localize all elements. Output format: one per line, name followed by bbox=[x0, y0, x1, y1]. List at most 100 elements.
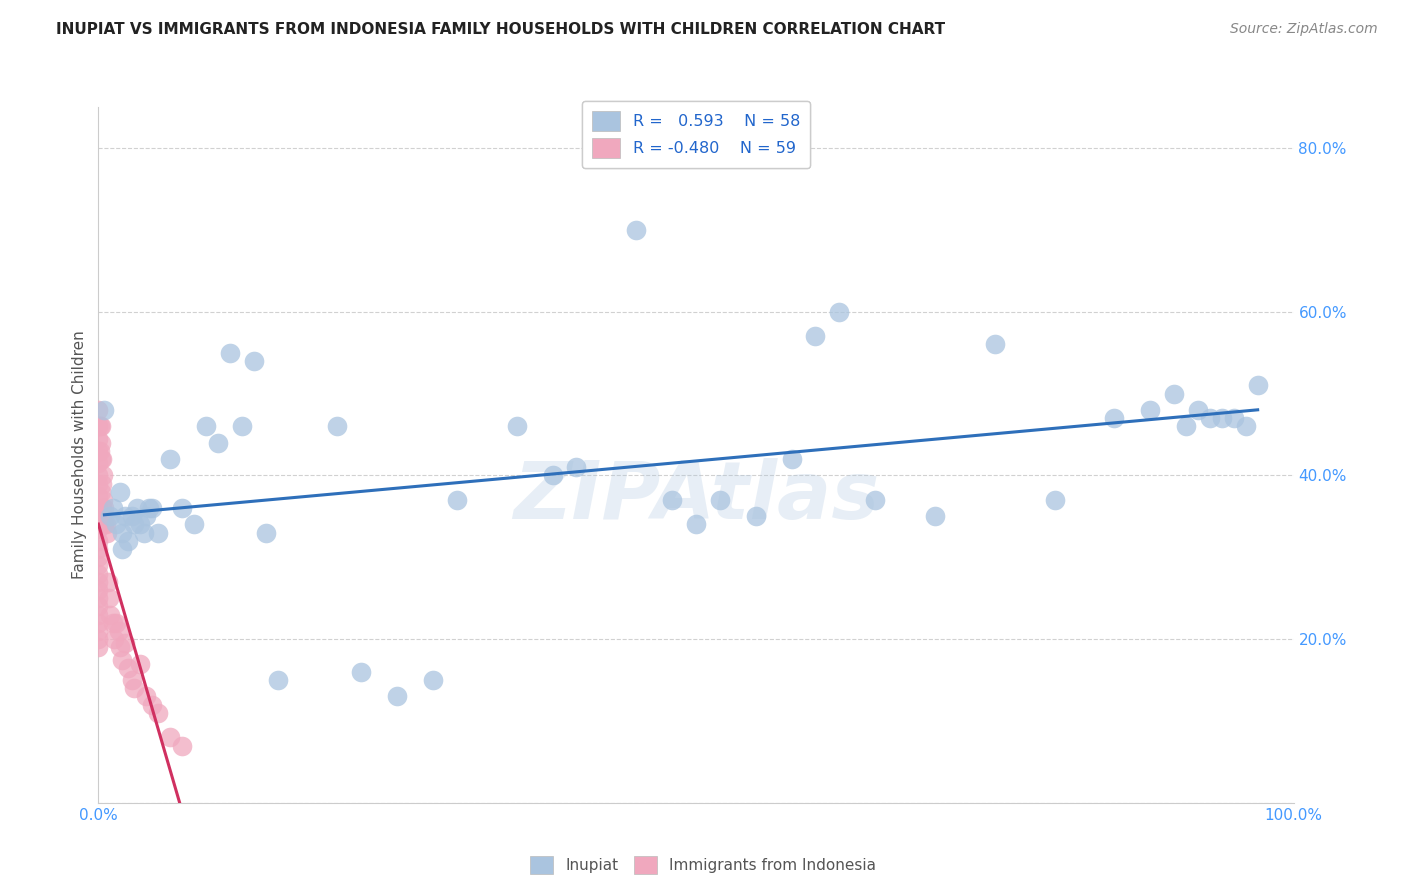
Point bbox=[422, 673, 444, 687]
Point bbox=[132, 525, 155, 540]
Point bbox=[93, 517, 115, 532]
Point bbox=[90, 484, 112, 499]
Point bbox=[195, 419, 218, 434]
Point bbox=[385, 690, 409, 704]
Point bbox=[350, 665, 373, 679]
Point bbox=[114, 636, 136, 650]
Point bbox=[207, 435, 229, 450]
Point bbox=[103, 632, 125, 646]
Point bbox=[1175, 419, 1198, 434]
Point bbox=[87, 640, 110, 655]
Point bbox=[87, 615, 110, 630]
Point bbox=[111, 542, 134, 557]
Point bbox=[87, 432, 110, 446]
Point bbox=[91, 468, 114, 483]
Point bbox=[89, 443, 111, 458]
Point bbox=[91, 476, 114, 491]
Point bbox=[87, 582, 110, 597]
Point bbox=[97, 574, 120, 589]
Point bbox=[506, 419, 529, 434]
Point bbox=[1247, 378, 1270, 392]
Point bbox=[1223, 411, 1246, 425]
Point bbox=[91, 452, 114, 467]
Point bbox=[91, 501, 114, 516]
Point bbox=[121, 509, 143, 524]
Point bbox=[129, 657, 152, 671]
Point bbox=[93, 403, 115, 417]
Point bbox=[87, 456, 110, 470]
Point bbox=[124, 681, 146, 696]
Point bbox=[87, 501, 110, 516]
Point bbox=[183, 517, 205, 532]
Point bbox=[87, 566, 110, 581]
Point bbox=[924, 509, 946, 524]
Point bbox=[89, 419, 111, 434]
Y-axis label: Family Households with Children: Family Households with Children bbox=[72, 331, 87, 579]
Point bbox=[159, 452, 181, 467]
Point bbox=[1211, 411, 1233, 425]
Point bbox=[87, 624, 110, 638]
Point bbox=[105, 517, 128, 532]
Point bbox=[865, 492, 887, 507]
Point bbox=[90, 419, 112, 434]
Point bbox=[172, 739, 194, 753]
Point bbox=[125, 501, 148, 516]
Point bbox=[87, 419, 110, 434]
Point bbox=[114, 509, 136, 524]
Point bbox=[94, 517, 117, 532]
Point bbox=[984, 337, 1007, 351]
Point bbox=[107, 624, 129, 638]
Point bbox=[111, 525, 134, 540]
Point bbox=[231, 419, 253, 434]
Text: Source: ZipAtlas.com: Source: ZipAtlas.com bbox=[1230, 22, 1378, 37]
Point bbox=[87, 558, 110, 573]
Point bbox=[1139, 403, 1161, 417]
Point bbox=[148, 706, 170, 720]
Point bbox=[141, 501, 163, 516]
Point bbox=[87, 489, 110, 503]
Point bbox=[98, 509, 122, 524]
Point bbox=[243, 353, 266, 368]
Point bbox=[626, 223, 648, 237]
Point bbox=[124, 517, 146, 532]
Point bbox=[87, 468, 110, 483]
Point bbox=[1234, 419, 1257, 434]
Point bbox=[98, 591, 121, 606]
Point bbox=[1199, 411, 1222, 425]
Point bbox=[129, 517, 152, 532]
Point bbox=[111, 652, 134, 666]
Point bbox=[87, 599, 110, 614]
Point bbox=[141, 698, 163, 712]
Point bbox=[117, 533, 139, 548]
Point bbox=[267, 673, 290, 687]
Point bbox=[685, 517, 707, 532]
Text: INUPIAT VS IMMIGRANTS FROM INDONESIA FAMILY HOUSEHOLDS WITH CHILDREN CORRELATION: INUPIAT VS IMMIGRANTS FROM INDONESIA FAM… bbox=[56, 22, 945, 37]
Point bbox=[87, 533, 110, 548]
Point bbox=[148, 525, 170, 540]
Point bbox=[87, 574, 110, 589]
Point bbox=[90, 435, 112, 450]
Point bbox=[98, 607, 122, 622]
Point bbox=[804, 329, 827, 343]
Point bbox=[108, 484, 131, 499]
Point bbox=[87, 513, 110, 527]
Point bbox=[87, 443, 110, 458]
Point bbox=[1104, 411, 1126, 425]
Point bbox=[565, 460, 588, 475]
Point bbox=[709, 492, 731, 507]
Point bbox=[101, 501, 124, 516]
Point bbox=[87, 550, 110, 565]
Point bbox=[90, 452, 112, 467]
Point bbox=[828, 304, 851, 318]
Point bbox=[87, 403, 110, 417]
Point bbox=[745, 509, 768, 524]
Point bbox=[159, 731, 181, 745]
Point bbox=[87, 542, 110, 557]
Point bbox=[87, 591, 110, 606]
Point bbox=[108, 640, 131, 655]
Legend: R =   0.593    N = 58, R = -0.480    N = 59: R = 0.593 N = 58, R = -0.480 N = 59 bbox=[582, 101, 810, 168]
Point bbox=[780, 452, 803, 467]
Point bbox=[87, 632, 110, 646]
Point bbox=[661, 492, 683, 507]
Point bbox=[91, 492, 114, 507]
